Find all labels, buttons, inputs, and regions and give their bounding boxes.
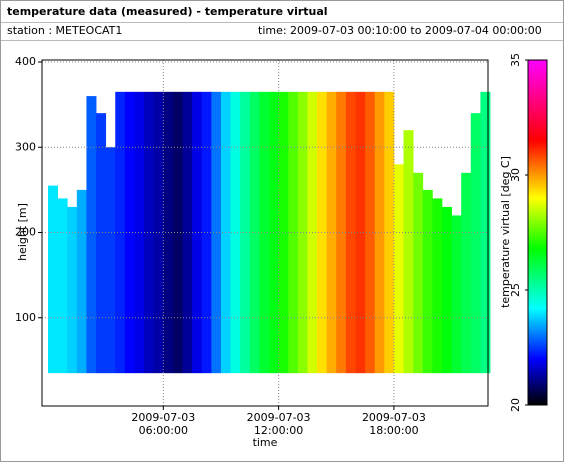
colorbar-label: temperature virtual [deg C]: [499, 156, 512, 308]
heat-cell: [384, 91, 395, 374]
x-tick-label: 2009-07-03 12:00:00: [246, 411, 311, 437]
colorbar-tick-label: 30: [509, 168, 522, 182]
heat-cell: [201, 91, 212, 374]
heat-cell: [192, 91, 203, 374]
colorbar-tick-label: 25: [509, 283, 522, 297]
heat-cell: [461, 172, 472, 374]
heat-cell: [374, 91, 385, 374]
y-tick-label: 100: [15, 311, 36, 324]
chart-title: temperature data (measured) - temperatur…: [7, 5, 328, 18]
y-tick-label: 400: [15, 55, 36, 68]
heat-cell: [48, 185, 59, 374]
heat-cell: [422, 189, 433, 374]
heat-cell: [67, 206, 78, 374]
heat-cell: [153, 91, 164, 374]
y-tick-label: 200: [15, 226, 36, 239]
heat-cell: [57, 198, 68, 374]
heat-cell: [297, 91, 308, 374]
heat-cell: [288, 91, 299, 374]
heat-cell: [105, 147, 116, 374]
heat-cell: [413, 172, 424, 374]
heat-cell: [336, 91, 347, 374]
y-tick-label: 300: [15, 140, 36, 153]
heat-cell: [365, 91, 376, 374]
time-range: time: 2009-07-03 00:10:00 to 2009-07-04 …: [258, 24, 542, 37]
heat-cell: [134, 91, 145, 374]
heat-cell: [317, 91, 328, 374]
x-tick-label: 2009-07-03 18:00:00: [361, 411, 426, 437]
heat-cell: [240, 91, 251, 374]
heat-cell: [278, 91, 289, 374]
heat-cell: [269, 91, 280, 374]
colorbar-tick-label: 20: [509, 398, 522, 412]
plot-border: [41, 59, 489, 407]
heat-cell: [249, 91, 260, 374]
heat-cell: [76, 189, 87, 374]
heat-cell: [326, 91, 337, 374]
heat-cell: [393, 164, 404, 374]
heat-cell: [182, 91, 193, 374]
heat-cell: [345, 91, 356, 374]
heat-cell: [441, 206, 452, 374]
x-axis-label: time: [253, 436, 278, 449]
heat-cell: [451, 215, 462, 374]
heat-cell: [230, 91, 241, 374]
station: station : METEOCAT1: [7, 24, 122, 37]
heat-cell: [403, 130, 414, 374]
heat-cell: [480, 91, 491, 374]
heat-cell: [470, 113, 481, 374]
heat-cell: [144, 91, 155, 374]
heat-cell: [96, 113, 107, 374]
heat-cell: [432, 198, 443, 374]
colorbar-tick-label: 35: [509, 53, 522, 67]
y-axis-label: height [m]: [16, 203, 29, 261]
heat-cell: [86, 96, 97, 374]
x-tick-label: 2009-07-03 06:00:00: [131, 411, 196, 437]
colorbar: [527, 59, 548, 406]
